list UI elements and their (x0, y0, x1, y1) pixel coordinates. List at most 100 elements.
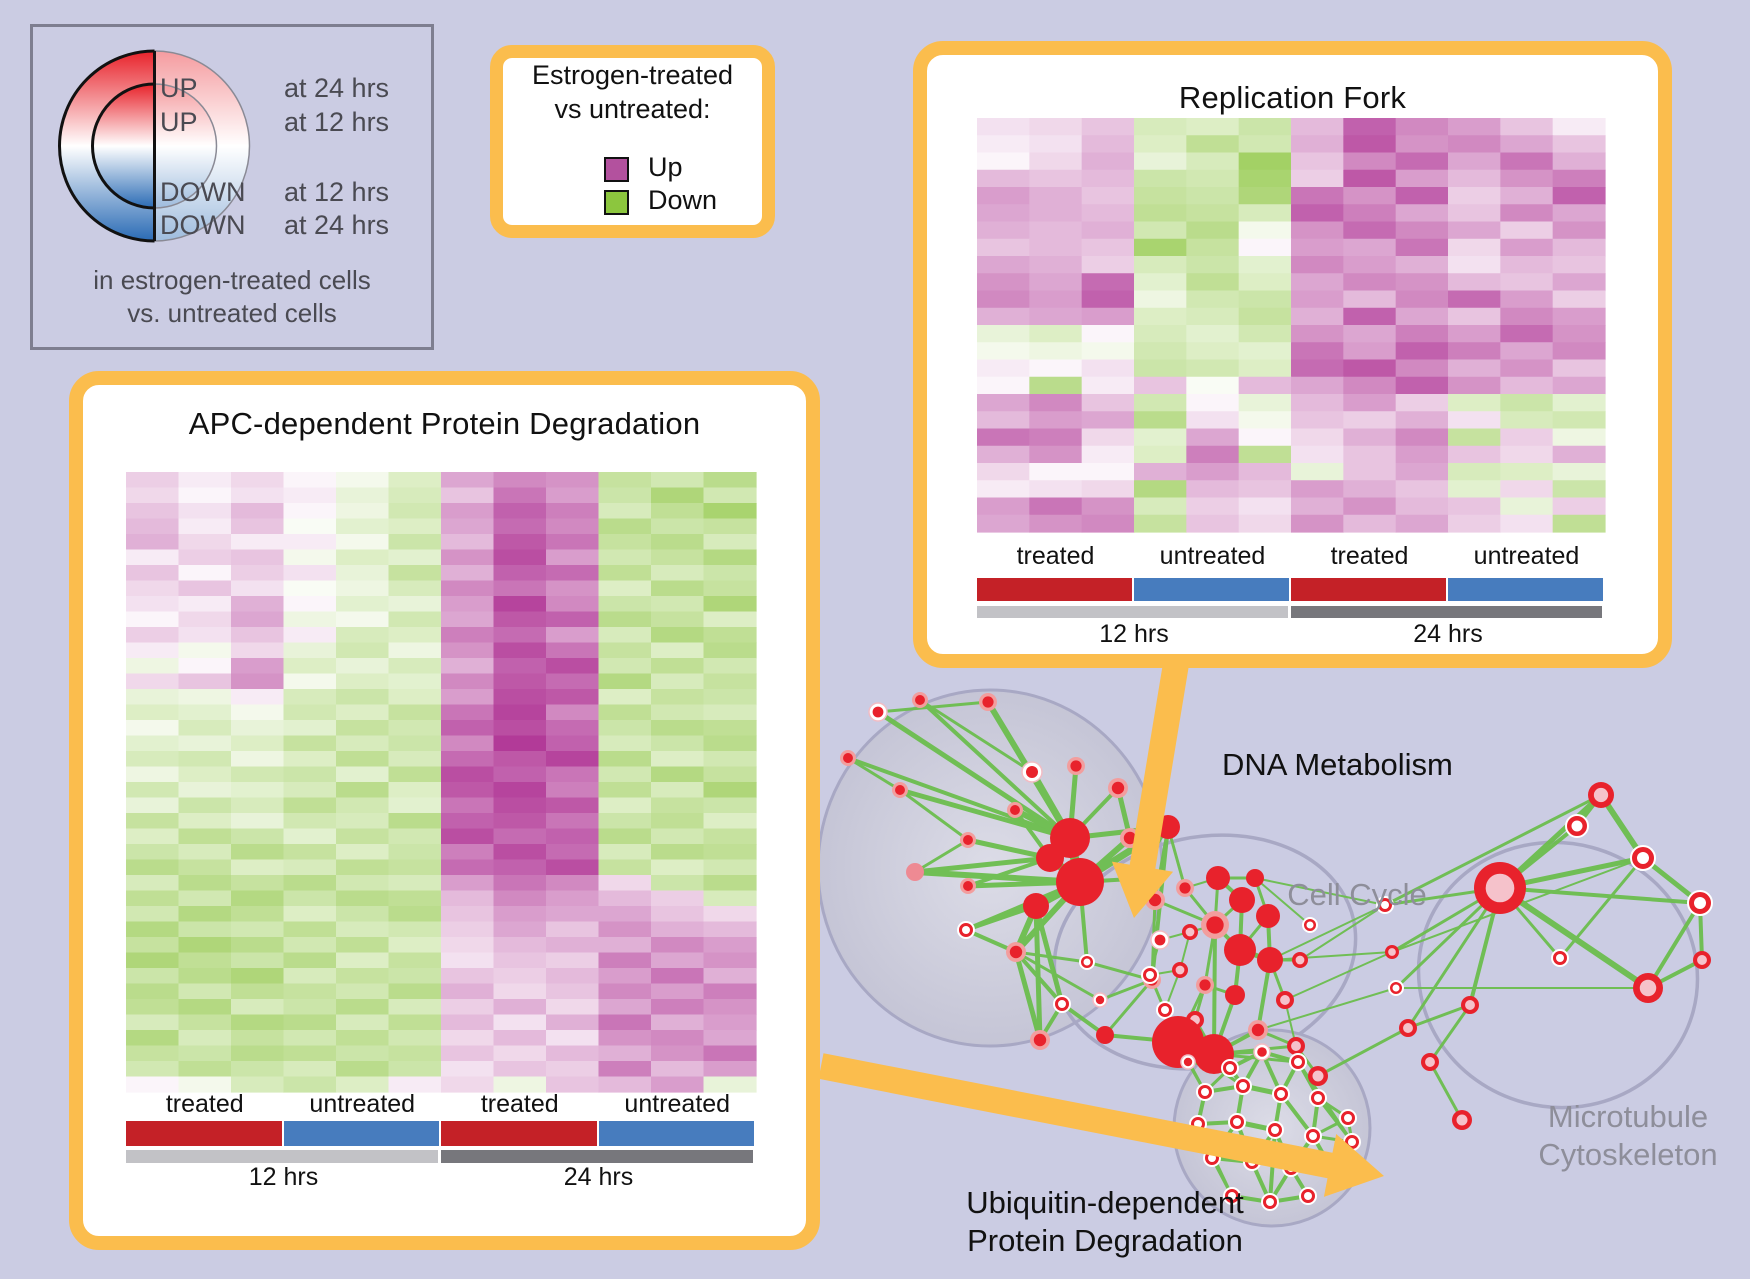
heatmap-cell (1552, 221, 1606, 240)
heatmap-cell (598, 735, 652, 752)
network-node (1030, 1030, 1050, 1050)
heatmap-cell (388, 1030, 442, 1047)
heatmap-cell (598, 875, 652, 892)
network-node (1309, 1089, 1327, 1107)
heatmap-cell (1343, 273, 1397, 292)
heatmap-cell (1395, 359, 1449, 378)
heatmap-cell (1238, 169, 1292, 188)
heatmap-cell (493, 549, 547, 566)
heatmap-cell (441, 704, 495, 721)
heatmap-cell (178, 580, 232, 597)
heatmap-cell (1134, 273, 1187, 292)
heatmap-cell (546, 875, 600, 892)
heatmap-cell (1029, 238, 1083, 257)
heatmap-cell (1291, 411, 1344, 430)
heatmap-cell (598, 797, 652, 814)
heatmap-cell (598, 472, 652, 489)
heatmap-cell (1448, 187, 1501, 205)
heatmap-cell (388, 704, 442, 721)
heatmap-cell (441, 844, 495, 861)
heatmap-cell (336, 999, 390, 1016)
heatmap-cell (388, 751, 442, 768)
network-node (1176, 879, 1194, 897)
heatmap-cell (1500, 342, 1554, 361)
heatmap-cell (1081, 169, 1135, 188)
heatmap-cell (388, 689, 442, 706)
heatmap-cell (703, 952, 757, 969)
heatmap-cell (231, 937, 285, 954)
heatmap-cell (977, 325, 1030, 343)
heatmap-cell (1186, 497, 1240, 516)
heatmap-cell (231, 1076, 285, 1093)
heatmap-cell (1395, 187, 1449, 205)
heatmap-cell (126, 766, 180, 783)
heatmap-cell (388, 1076, 442, 1093)
heatmap-cell (977, 152, 1030, 171)
heatmap-cell (1343, 135, 1397, 154)
heatmap-cell (1343, 445, 1397, 464)
heatmap-cell (1238, 290, 1292, 309)
heatmap-cell (1500, 290, 1554, 309)
heatmap-cell (126, 999, 180, 1016)
heatmap-cell (651, 782, 705, 799)
heatmap-cell (493, 797, 547, 814)
heatmap-cell (1500, 256, 1554, 274)
heatmap-cell (231, 890, 285, 907)
heatmap-cell (1029, 359, 1083, 378)
network-node (1246, 869, 1264, 887)
heatmap-cell (283, 689, 337, 706)
heatmap-cell (703, 518, 757, 535)
heatmap-cell (441, 1030, 495, 1047)
heatmap-cell (1186, 290, 1240, 309)
heatmap-cell (178, 844, 232, 861)
heatmap-cell (546, 782, 600, 799)
heatmap-cell (283, 487, 337, 504)
heatmap-cell (1395, 428, 1449, 447)
heatmap-cell (388, 999, 442, 1016)
heatmap-cell (598, 704, 652, 721)
heatmap-cell (1500, 273, 1554, 292)
network-node (1276, 991, 1294, 1009)
heatmap-cell (336, 983, 390, 1000)
heatmap-cell (336, 518, 390, 535)
heatmap-cell (546, 565, 600, 582)
heatmap-cell (336, 689, 390, 706)
heatmap-cell (283, 1061, 337, 1078)
network-node (1385, 945, 1399, 959)
heatmap-cell (1395, 152, 1449, 171)
heatmap-cell (598, 859, 652, 876)
heatmap-cell (651, 952, 705, 969)
legend-dir-down24: DOWN (160, 210, 246, 240)
heatmap-cell (977, 256, 1030, 274)
heatmap-cell (1186, 428, 1240, 447)
heatmap-cell (493, 1061, 547, 1078)
heatmap-cell (493, 921, 547, 938)
heatmap-cell (1134, 256, 1187, 274)
heatmap-cell (1081, 480, 1135, 499)
heatmap-cell (178, 859, 232, 876)
heatmap-cell (231, 921, 285, 938)
network-node (1006, 942, 1026, 962)
heatmap-cell (546, 1014, 600, 1031)
heatmap-cell (231, 503, 285, 520)
heatmap-cell (283, 999, 337, 1016)
heatmap-cell (1081, 428, 1135, 447)
heatmap-cell (977, 273, 1030, 292)
heatmap-cell (546, 549, 600, 566)
heatmap-cell (388, 658, 442, 675)
heatmap-cell (1552, 204, 1606, 223)
heatmap-cell (178, 983, 232, 1000)
heatmap-cell (283, 673, 337, 690)
network-node (1036, 844, 1064, 872)
heatmap-cell (546, 720, 600, 737)
heatmap-cell (1238, 394, 1292, 412)
heatmap-cell (493, 828, 547, 845)
heatmap-cell (703, 1076, 757, 1093)
heatmap-cell (441, 487, 495, 504)
heatmap-cell (1395, 411, 1449, 430)
heatmap-cell (231, 472, 285, 489)
heatmap-cell (977, 411, 1030, 430)
heatmap-cell (651, 596, 705, 613)
heatmap-cell (493, 518, 547, 535)
heatmap-cell (388, 1061, 442, 1078)
